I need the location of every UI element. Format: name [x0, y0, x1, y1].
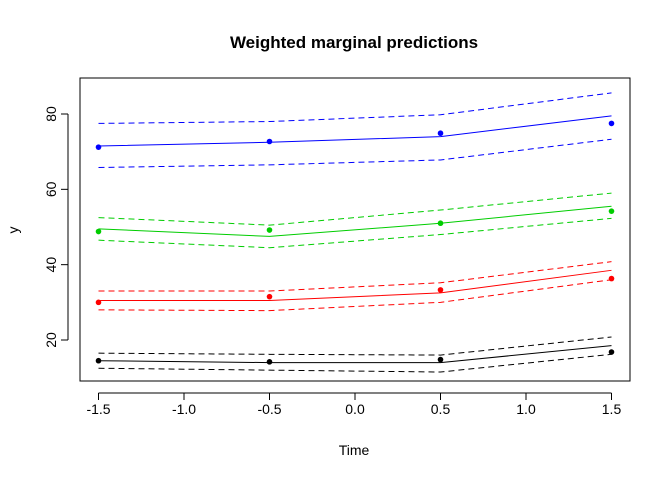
x-axis-label: Time [339, 442, 370, 458]
series-point [437, 356, 444, 363]
series-point [95, 228, 102, 235]
y-tick-label: 40 [43, 257, 59, 273]
x-tick-label: 0.0 [345, 401, 365, 417]
series-point [266, 359, 273, 365]
series-line [98, 269, 612, 301]
x-tick-label: -0.5 [257, 401, 281, 417]
x-tick-label: 0.5 [431, 401, 451, 417]
y-tick-label: 20 [43, 332, 59, 348]
plot-area: -1.5 -1.0 -0.5 0.0 0.5 1.0 1.5 20 40 60 80 [43, 77, 631, 417]
series-point [95, 357, 102, 364]
series-upper-bound-line [98, 336, 612, 356]
series-lower-bound-line [98, 217, 612, 249]
series-point [95, 144, 102, 150]
series-point [437, 220, 444, 227]
series-point [608, 208, 615, 214]
series-upper-bound-line [98, 261, 612, 292]
y-tick-label: 60 [43, 181, 59, 197]
series-line [98, 345, 612, 364]
series-point [608, 349, 615, 355]
series-line [98, 115, 612, 147]
x-tick-label: 1.5 [602, 401, 622, 417]
series-line [98, 205, 612, 237]
y-tick-label: 80 [43, 106, 59, 122]
series-point [266, 227, 273, 233]
y-axis-label: y [5, 227, 21, 234]
series-point [266, 293, 273, 300]
series-upper-bound-line [98, 192, 612, 226]
series-point [608, 120, 615, 127]
chart-title: Weighted marginal predictions [230, 33, 478, 52]
x-tick-label: 1.0 [516, 401, 536, 417]
series-lower-bound-line [98, 279, 612, 312]
series-point [266, 138, 273, 145]
series-point [608, 275, 615, 282]
series-point [437, 287, 444, 293]
series-point [95, 299, 102, 306]
series-lower-bound-line [98, 138, 612, 168]
plot-frame [79, 77, 631, 382]
series-lower-bound-line [98, 353, 612, 373]
series-upper-bound-line [98, 92, 612, 124]
series-point [437, 130, 444, 137]
x-tick-label: -1.0 [172, 401, 196, 417]
x-tick-label: -1.5 [86, 401, 110, 417]
